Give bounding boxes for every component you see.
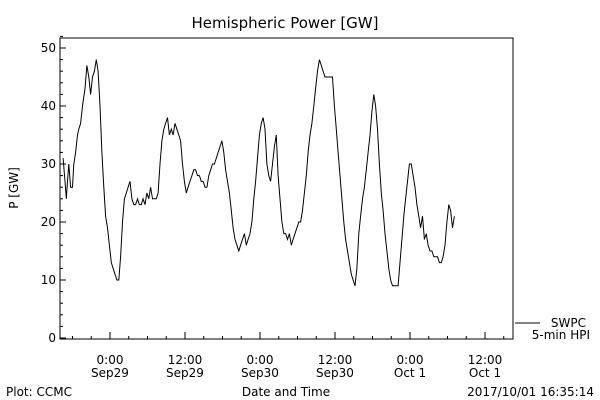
x-tick-date-5: Oct 1	[469, 366, 501, 380]
legend-sublabel: 5-min HPI	[532, 328, 590, 342]
x-axis-label: Date and Time	[242, 385, 330, 399]
plot-frame	[59, 37, 514, 340]
y-axis-ticks: 0 10 20 30 40 50	[41, 35, 66, 345]
chart-title: Hemispheric Power [GW]	[192, 14, 379, 32]
x-tick-date-1: Sep29	[166, 366, 204, 380]
y-tick-label-1: 10	[41, 273, 56, 287]
y-axis-label: P [GW]	[7, 167, 21, 209]
x-tick-time-3: 12:00	[318, 353, 353, 367]
x-tick-date-4: Oct 1	[394, 366, 426, 380]
x-tick-time-4: 0:00	[397, 353, 424, 367]
y-tick-label-0: 0	[48, 331, 56, 345]
footer-left: Plot: CCMC	[6, 385, 72, 399]
footer-right: 2017/10/01 16:35:14	[467, 385, 594, 399]
x-tick-date-3: Sep30	[316, 366, 354, 380]
legend-label: SWPC	[551, 316, 586, 330]
x-tick-time-2: 0:00	[247, 353, 274, 367]
series-line-swpc	[62, 59, 455, 287]
x-tick-time-1: 12:00	[168, 353, 203, 367]
y-tick-label-5: 50	[41, 41, 56, 55]
y-tick-label-2: 20	[41, 215, 56, 229]
x-tick-time-0: 0:00	[97, 353, 124, 367]
x-tick-time-5: 12:00	[468, 353, 503, 367]
y-tick-label-4: 40	[41, 99, 56, 113]
x-tick-date-0: Sep29	[91, 366, 129, 380]
x-tick-date-2: Sep30	[241, 366, 279, 380]
x-axis-ticks: 0:00Sep2912:00Sep290:00Sep3012:00Sep300:…	[72, 332, 505, 380]
y-tick-label-3: 30	[41, 157, 56, 171]
